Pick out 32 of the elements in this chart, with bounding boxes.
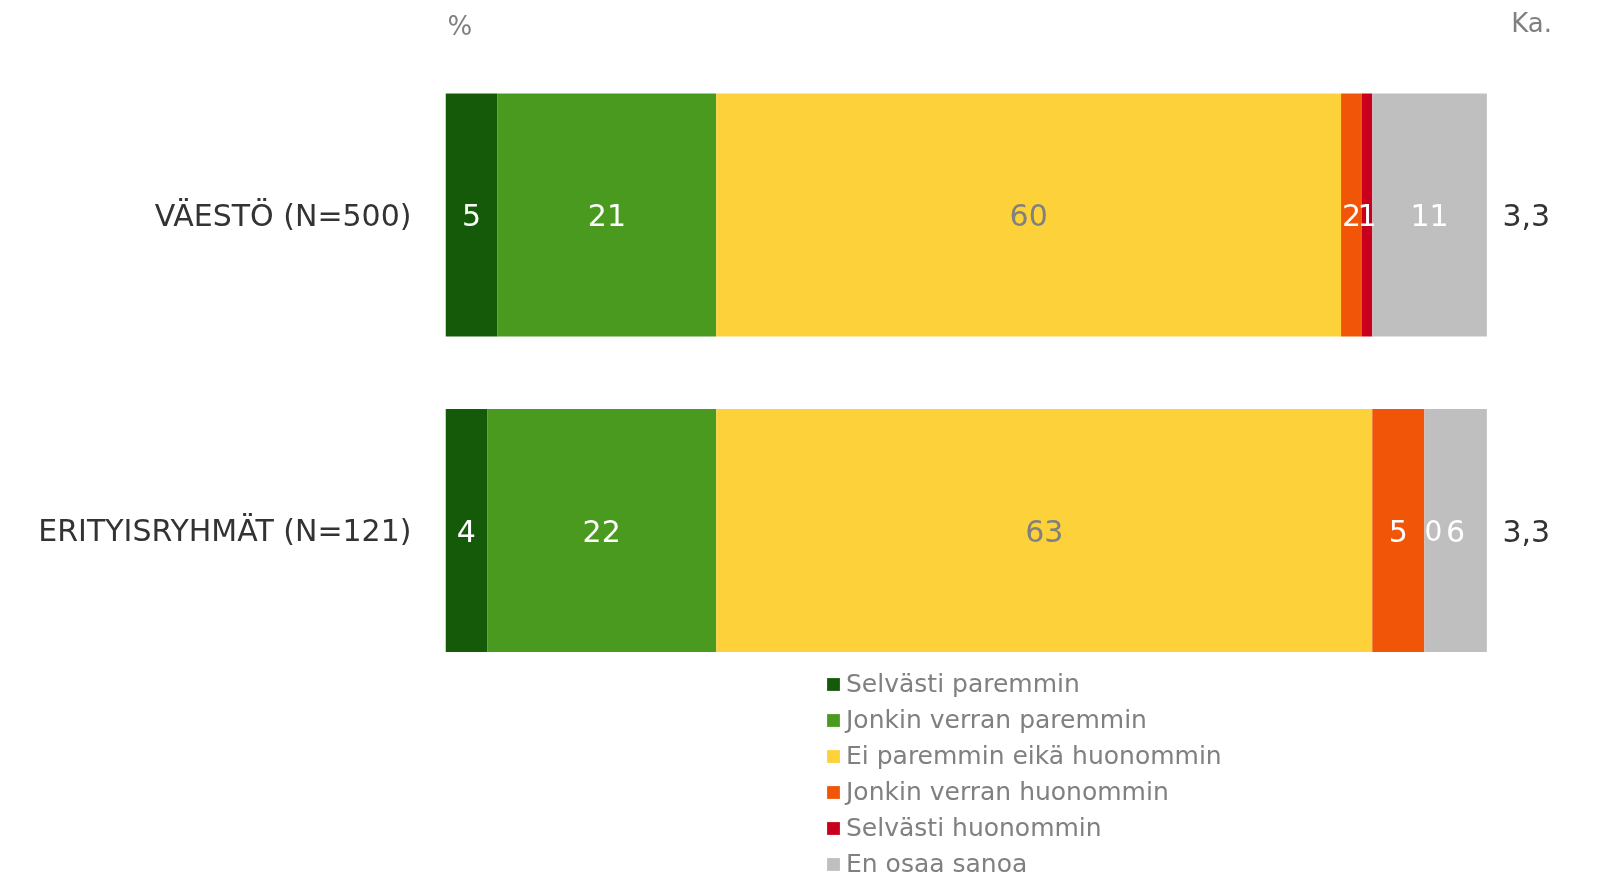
data-label: 21: [587, 198, 627, 234]
legend-label: Selvästi huonommin: [846, 813, 1102, 842]
data-label: 11: [1410, 198, 1449, 234]
legend-label: En osaa sanoa: [846, 849, 1028, 878]
legend-label: Jonkin verran paremmin: [846, 705, 1147, 734]
bar: [487, 409, 717, 652]
bar: [445, 409, 488, 652]
y-tick-label: VÄESTÖ (N=500): [154, 197, 412, 233]
data-label: 5: [461, 198, 482, 234]
text: 3,3: [1502, 513, 1551, 549]
bar: [716, 93, 1342, 337]
bar: [1424, 409, 1487, 652]
text: Ka.: [1511, 7, 1553, 38]
data-label: 22: [582, 513, 621, 549]
y-tick-label: ERITYISRYHMÄT (N=121): [38, 513, 412, 549]
bar: [497, 93, 717, 337]
legend-label: Ei paremmin eikä huonommin: [846, 741, 1222, 770]
bar: [445, 93, 498, 337]
data-label: 63: [1025, 513, 1064, 549]
bar: [716, 409, 1373, 652]
data-label: 4: [456, 513, 476, 549]
data-label: 5: [1388, 513, 1408, 549]
text: %: [447, 10, 473, 41]
data-label: 6: [1446, 513, 1466, 549]
text: 3,3: [1502, 198, 1551, 234]
legend-label: Jonkin verran huonommin: [846, 777, 1169, 806]
data-label: 0: [1424, 515, 1443, 549]
bar: [1372, 409, 1425, 652]
legend-label: Selvästi paremmin: [846, 669, 1080, 698]
data-label: 60: [1009, 198, 1048, 234]
bar: [1372, 93, 1487, 337]
bar: [1341, 93, 1362, 337]
